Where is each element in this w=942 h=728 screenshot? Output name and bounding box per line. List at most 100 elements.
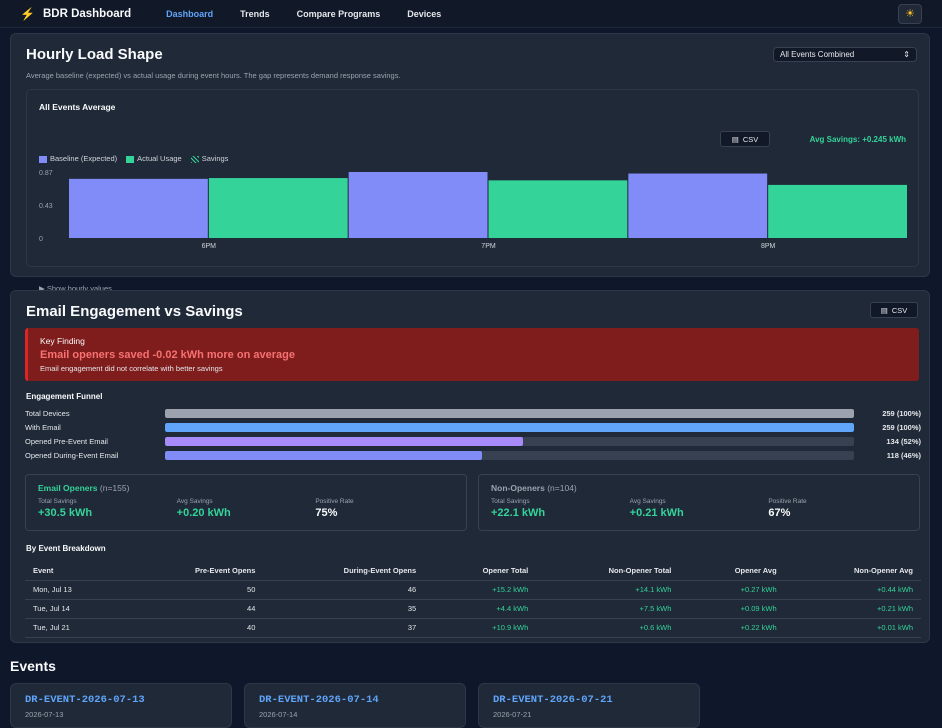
breakdown-title: By Event Breakdown [26,544,106,553]
event-id[interactable]: DR-EVENT-2026-07-14 [259,694,379,706]
col-header: Opener Avg [679,561,785,581]
brand[interactable]: ⚡ BDR Dashboard [20,7,131,21]
funnel-bar [165,436,524,446]
stat-label: Total Savings [491,498,530,505]
table-cell: +14.1 kWh [536,580,680,600]
openers-n: (n=155) [99,483,130,493]
funnel-value: 259 (100%) [882,408,921,418]
table-cell: +10.9 kWh [424,618,537,638]
table-cell: 46 [263,580,425,600]
legend-savings[interactable]: Savings [190,154,228,163]
event-date: 2026-07-14 [259,710,298,719]
funnel-label: With Email [25,422,61,432]
table-cell: Tue, Jul 21 [25,618,125,638]
event-card[interactable]: DR-EVENT-2026-07-21 2026-07-21 [478,683,700,728]
openers-total-savings: +30.5 kWh [38,507,93,519]
x-tick-label: 6PM [202,243,217,250]
funnel-bar [165,450,482,460]
event-date: 2026-07-13 [25,710,64,719]
table-row: Tue, Jul 21 40 37 +10.9 kWh +0.6 kWh +0.22 kW… [25,618,921,638]
table-cell: +0.44 kWh [784,580,921,600]
stat-label: Avg Savings [629,498,666,505]
file-icon: ▤ [880,305,888,315]
table-row: Mon, Jul 13 50 46 +15.2 kWh +14.1 kWh +0.27 k… [25,580,921,600]
bar-actual[interactable] [488,180,628,238]
bar-actual[interactable] [768,184,907,238]
hourly-title: Hourly Load Shape [26,46,163,63]
col-header: Pre-Event Opens [124,561,264,581]
bar-baseline[interactable] [69,178,208,238]
table-cell: Mon, Jul 13 [25,580,125,600]
table-cell: +0.22 kWh [679,618,785,638]
table-cell: Tue, Jul 14 [25,599,125,619]
nav-link-trends[interactable]: Trends [240,8,270,19]
funnel-track [165,422,854,432]
legend-actual[interactable]: Actual Usage [126,154,182,163]
openers-avg-savings: +0.20 kWh [176,507,231,519]
funnel-row: Total Devices 259 (100%) [25,407,921,419]
funnel-track [165,408,854,418]
table-cell: +0.01 kWh [784,618,921,638]
funnel-value: 118 (46%) [886,450,921,460]
bar-baseline[interactable] [628,173,768,238]
avg-savings: Avg Savings: +0.245 kWh [809,135,906,144]
bar-baseline[interactable] [348,172,488,238]
events-title: Events [10,658,56,674]
openers-title: Email Openers [38,483,98,493]
event-date: 2026-07-21 [493,710,532,719]
col-header: Opener Total [424,561,537,581]
stat-label: Positive Rate [315,498,354,505]
show-hourly-values[interactable]: ▶ Show hourly values [39,284,112,293]
funnel-row: Opened During-Event Email 118 (46%) [25,449,921,461]
y-tick-label: 0.43 [39,203,53,210]
table-cell: +0.6 kWh [536,618,680,638]
table-header-row: Event Pre-Event Opens During-Event Opens… [25,561,921,581]
x-tick-label: 7PM [481,243,496,250]
theme-toggle-button[interactable]: ☀ [898,3,922,24]
openers-positive-rate: 75% [315,507,338,519]
y-tick-label: 0.87 [39,170,53,177]
event-id[interactable]: DR-EVENT-2026-07-21 [493,694,613,706]
hourly-csv-button[interactable]: ▤ CSV [720,131,770,147]
table-cell: +4.4 kWh [424,599,537,619]
funnel-label: Opened During-Event Email [25,450,119,460]
non-openers-positive-rate: 67% [768,507,791,519]
non-openers-box: Non-Openers (n=104) Total Savings +22.1 k… [478,474,920,531]
stat-label: Total Savings [38,498,77,505]
key-finding-headline: Email openers saved -0.02 kWh more on av… [40,349,295,361]
nav-links: Dashboard Trends Compare Programs Device… [166,9,441,19]
non-openers-title: Non-Openers [491,483,545,493]
email-csv-button[interactable]: ▤ CSV [870,302,918,318]
key-finding: Key Finding Email openers saved -0.02 kW… [25,328,919,381]
key-finding-label: Key Finding [40,336,85,346]
bar-actual[interactable] [208,178,348,238]
nav-link-compare-programs[interactable]: Compare Programs [296,8,381,19]
event-card[interactable]: DR-EVENT-2026-07-14 2026-07-14 [244,683,466,728]
event-select[interactable]: All Events Combined ⇕ [773,47,917,62]
nav-link-dashboard[interactable]: Dashboard [166,8,214,19]
event-id[interactable]: DR-EVENT-2026-07-13 [25,694,145,706]
email-engagement-card: Email Engagement vs Savings ▤ CSV Key Fi… [10,290,930,643]
stat-label: Avg Savings [176,498,213,505]
legend-baseline[interactable]: Baseline (Expected) [39,154,117,163]
hourly-bar-chart: 0.87 0.43 0 6PM 7PM 8PM [39,170,907,250]
funnel-label: Opened Pre-Event Email [25,436,108,446]
table-row: Tue, Jul 14 44 35 +4.4 kWh +7.5 kWh +0.09 kWh… [25,599,921,619]
table-cell: 35 [263,599,425,619]
non-openers-avg-savings: +0.21 kWh [629,507,684,519]
table-cell: +0.09 kWh [679,599,785,619]
funnel-row: With Email 259 (100%) [25,421,921,433]
openers-box: Email Openers (n=155) Total Savings +30.5… [25,474,467,531]
col-header: During-Event Opens [263,561,425,581]
table-cell: +7.5 kWh [536,599,680,619]
breakdown-table: Event Pre-Event Opens During-Event Opens… [25,561,921,638]
top-nav: ⚡ BDR Dashboard Dashboard Trends Compare… [0,0,942,28]
chart-panel: All Events Average ▤ CSV Avg Savings: +0… [26,89,919,293]
nav-link-devices[interactable]: Devices [407,8,442,19]
col-header: Non-Opener Avg [784,561,921,581]
non-openers-total-savings: +22.1 kWh [491,507,546,519]
event-select-value: All Events Combined [780,50,855,59]
col-header: Non-Opener Total [536,561,680,581]
event-card[interactable]: DR-EVENT-2026-07-13 2026-07-13 [10,683,232,728]
sun-icon: ☀ [905,8,915,20]
